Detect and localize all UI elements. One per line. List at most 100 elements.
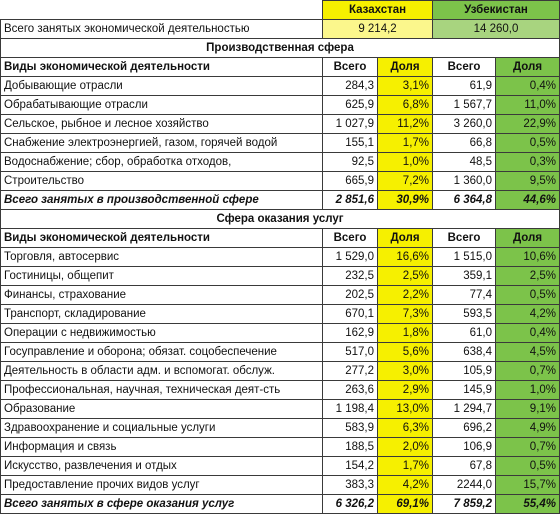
production-section-title: Производственная сфера [0, 38, 560, 58]
uzbekistan-share: 2,5% [495, 266, 560, 286]
kazakhstan-share: 4,2% [376, 475, 434, 495]
activity-name: Гостиницы, общепит [0, 266, 323, 286]
table-row: Снабжение электроэнергией, газом, горяче… [0, 133, 560, 153]
activity-name: Операции с недвижимостью [0, 323, 323, 343]
activity-name: Искусство, развлечения и отдых [0, 456, 323, 476]
kazakhstan-total: 263,6 [322, 380, 378, 400]
kazakhstan-share: 1,7% [376, 456, 434, 476]
uzbekistan-share: 0,5% [495, 285, 560, 305]
activity-name: Обрабатывающие отрасли [0, 95, 323, 115]
activity-name: Добывающие отрасли [0, 76, 323, 96]
table-row: Транспорт, складирование 670,1 7,3% 593,5 4,… [0, 304, 560, 324]
production-rows: Добывающие отрасли 284,3 3,1% 61,9 0,4% Обраб… [0, 76, 560, 191]
production-total-uz: 6 364,8 [432, 190, 497, 210]
kazakhstan-share: 1,7% [376, 133, 434, 153]
uzbekistan-share: 0,4% [495, 323, 560, 343]
uzbekistan-share: 22,9% [495, 114, 560, 134]
kazakhstan-share: 2,0% [376, 437, 434, 457]
production-total-kz-share: 30,9% [376, 190, 434, 210]
services-total-kz-share: 69,1% [376, 494, 434, 514]
uzbekistan-total: 105,9 [432, 361, 497, 381]
production-col-uz-total: Всего [432, 57, 497, 77]
activity-name: Финансы, страхование [0, 285, 323, 305]
uzbekistan-total: 77,4 [432, 285, 497, 305]
table-row: Профессиональная, научная, техническая д… [0, 380, 560, 400]
table-row: Образование 1 198,4 13,0% 1 294,7 9,1% [0, 399, 560, 419]
uzbekistan-total: 66,8 [432, 133, 497, 153]
uzbekistan-share: 4,5% [495, 342, 560, 362]
production-total-label: Всего занятых в производственной сфере [0, 190, 323, 210]
kazakhstan-total: 277,2 [322, 361, 378, 381]
table-row: Предоставление прочих видов услуг 383,3 4,… [0, 475, 560, 495]
table-row: Информация и связь 188,5 2,0% 106,9 0,7% [0, 437, 560, 457]
table-row: Финансы, страхование 202,5 2,2% 77,4 0,5% [0, 285, 560, 305]
activity-name: Предоставление прочих видов услуг [0, 475, 323, 495]
uzbekistan-total: 1 567,7 [432, 95, 497, 115]
kazakhstan-share: 1,0% [376, 152, 434, 172]
activity-name: Здравоохранение и социальные услуги [0, 418, 323, 438]
production-col-kz-share: Доля [376, 57, 434, 77]
production-section-title-row: Производственная сфера [0, 38, 560, 58]
production-column-header-row: Виды экономической деятельности Всего До… [0, 57, 560, 77]
kazakhstan-total: 188,5 [322, 437, 378, 457]
kazakhstan-total: 92,5 [322, 152, 378, 172]
kazakhstan-total: 670,1 [322, 304, 378, 324]
production-col-uz-share: Доля [495, 57, 560, 77]
uzbekistan-share: 1,0% [495, 380, 560, 400]
uzbekistan-total: 67,8 [432, 456, 497, 476]
kazakhstan-share: 7,2% [376, 171, 434, 191]
kazakhstan-total: 1 027,9 [322, 114, 378, 134]
uzbekistan-total: 61,0 [432, 323, 497, 343]
activity-name: Торговля, автосервис [0, 247, 323, 267]
table-row: Госуправление и оборона; обязат. соцобес… [0, 342, 560, 362]
kazakhstan-share: 2,5% [376, 266, 434, 286]
kazakhstan-total: 202,5 [322, 285, 378, 305]
activity-name: Водоснабжение; сбор, обработка отходов, [0, 152, 323, 172]
uzbekistan-share: 10,6% [495, 247, 560, 267]
services-rows: Торговля, автосервис 1 529,0 16,6% 1 515,0 1… [0, 247, 560, 495]
activity-name: Сельское, рыбное и лесное хозяйство [0, 114, 323, 134]
services-col-kz-total: Всего [322, 228, 378, 248]
uzbekistan-total: 696,2 [432, 418, 497, 438]
empty-corner-cell [0, 0, 323, 20]
kazakhstan-total: 383,3 [322, 475, 378, 495]
services-col-uz-total: Всего [432, 228, 497, 248]
production-col-kz-total: Всего [322, 57, 378, 77]
table-row: Искусство, развлечения и отдых 154,2 1,7% 6… [0, 456, 560, 476]
kazakhstan-share: 1,8% [376, 323, 434, 343]
kazakhstan-total: 625,9 [322, 95, 378, 115]
activity-name: Деятельность в области адм. и вспомогат.… [0, 361, 323, 381]
table-row: Обрабатывающие отрасли 625,9 6,8% 1 567,7 11… [0, 95, 560, 115]
activity-name: Профессиональная, научная, техническая д… [0, 380, 323, 400]
uzbekistan-total: 145,9 [432, 380, 497, 400]
uzbekistan-share: 0,5% [495, 456, 560, 476]
table-row: Деятельность в области адм. и вспомогат.… [0, 361, 560, 381]
uzbekistan-total: 61,9 [432, 76, 497, 96]
country-header-row: Казахстан Узбекистан [0, 0, 560, 20]
kazakhstan-share: 13,0% [376, 399, 434, 419]
production-total-uz-share: 44,6% [495, 190, 560, 210]
services-col-name: Виды экономической деятельности [0, 228, 323, 248]
uzbekistan-share: 0,7% [495, 361, 560, 381]
services-total-kz: 6 326,2 [322, 494, 378, 514]
table-row: Добывающие отрасли 284,3 3,1% 61,9 0,4% [0, 76, 560, 96]
table-row: Гостиницы, общепит 232,5 2,5% 359,1 2,5% [0, 266, 560, 286]
activity-name: Информация и связь [0, 437, 323, 457]
uzbekistan-share: 9,5% [495, 171, 560, 191]
table-row: Здравоохранение и социальные услуги 583,9… [0, 418, 560, 438]
kazakhstan-share: 2,2% [376, 285, 434, 305]
table-row: Торговля, автосервис 1 529,0 16,6% 1 515,0 1… [0, 247, 560, 267]
activity-name: Строительство [0, 171, 323, 191]
services-section-title: Сфера оказания услуг [0, 209, 560, 229]
kazakhstan-total: 154,2 [322, 456, 378, 476]
uzbekistan-share: 0,7% [495, 437, 560, 457]
kazakhstan-share: 16,6% [376, 247, 434, 267]
overall-total-label: Всего занятых экономической деятельность… [0, 19, 323, 39]
kazakhstan-share: 6,8% [376, 95, 434, 115]
services-column-header-row: Виды экономической деятельности Всего До… [0, 228, 560, 248]
uzbekistan-total: 1 294,7 [432, 399, 497, 419]
services-section-title-row: Сфера оказания услуг [0, 209, 560, 229]
uzbekistan-share: 0,4% [495, 76, 560, 96]
overall-total-row: Всего занятых экономической деятельность… [0, 19, 560, 39]
uzbekistan-share: 15,7% [495, 475, 560, 495]
